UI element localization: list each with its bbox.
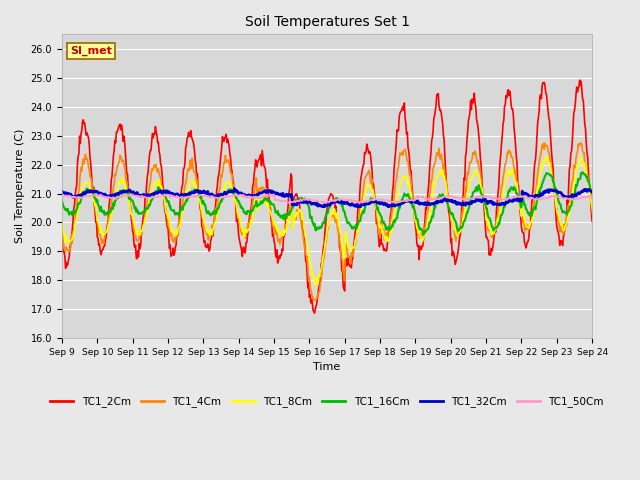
TC1_16Cm (423, 227, 431, 232)
Y-axis label: Soil Temperature (C): Soil Temperature (C) (15, 129, 25, 243)
Text: SI_met: SI_met (70, 46, 112, 56)
TC1_4Cm (197, 208, 205, 214)
TC1_4Cm (319, 257, 327, 263)
TC1_8Cm (588, 205, 596, 211)
TC1_8Cm (540, 159, 548, 165)
TC1_16Cm (175, 211, 182, 216)
TC1_32Cm (541, 188, 549, 194)
TC1_2Cm (423, 199, 431, 205)
TC1_50Cm (541, 195, 549, 201)
TC1_2Cm (58, 234, 66, 240)
TC1_2Cm (197, 207, 205, 213)
Legend: TC1_2Cm, TC1_4Cm, TC1_8Cm, TC1_16Cm, TC1_32Cm, TC1_50Cm: TC1_2Cm, TC1_4Cm, TC1_8Cm, TC1_16Cm, TC1… (46, 392, 608, 411)
TC1_50Cm (198, 192, 205, 198)
TC1_16Cm (319, 220, 326, 226)
TC1_16Cm (420, 232, 428, 238)
TC1_8Cm (175, 225, 182, 231)
TC1_16Cm (197, 193, 205, 199)
TC1_8Cm (197, 205, 205, 211)
Line: TC1_2Cm: TC1_2Cm (62, 80, 592, 313)
TC1_4Cm (577, 140, 584, 145)
TC1_32Cm (372, 199, 380, 204)
TC1_50Cm (58, 193, 66, 199)
TC1_2Cm (576, 77, 584, 83)
TC1_32Cm (230, 186, 238, 192)
TC1_2Cm (371, 195, 379, 201)
TC1_2Cm (319, 245, 327, 251)
TC1_4Cm (540, 146, 548, 152)
X-axis label: Time: Time (314, 362, 340, 372)
TC1_32Cm (197, 189, 205, 195)
TC1_50Cm (93, 191, 100, 197)
TC1_50Cm (588, 193, 596, 199)
TC1_8Cm (542, 153, 550, 158)
Title: Soil Temperatures Set 1: Soil Temperatures Set 1 (244, 15, 410, 29)
TC1_16Cm (588, 192, 596, 197)
TC1_8Cm (58, 220, 66, 226)
TC1_2Cm (588, 218, 596, 224)
Line: TC1_4Cm: TC1_4Cm (62, 143, 592, 300)
TC1_50Cm (319, 200, 327, 205)
TC1_2Cm (310, 311, 318, 316)
TC1_8Cm (371, 199, 379, 204)
TC1_4Cm (310, 297, 318, 303)
Line: TC1_32Cm: TC1_32Cm (62, 189, 592, 207)
Line: TC1_16Cm: TC1_16Cm (62, 172, 592, 235)
TC1_8Cm (423, 223, 431, 229)
TC1_16Cm (58, 198, 66, 204)
TC1_50Cm (424, 197, 432, 203)
TC1_4Cm (371, 199, 379, 205)
TC1_16Cm (540, 175, 548, 181)
TC1_2Cm (175, 227, 182, 232)
TC1_8Cm (319, 252, 327, 258)
TC1_32Cm (319, 204, 327, 209)
TC1_4Cm (58, 230, 66, 236)
TC1_50Cm (175, 195, 183, 201)
TC1_16Cm (371, 197, 378, 203)
TC1_16Cm (579, 169, 586, 175)
TC1_4Cm (175, 229, 182, 235)
TC1_32Cm (424, 200, 432, 206)
TC1_32Cm (588, 189, 596, 194)
TC1_4Cm (423, 209, 431, 215)
Line: TC1_8Cm: TC1_8Cm (62, 156, 592, 285)
TC1_32Cm (58, 188, 66, 194)
TC1_32Cm (175, 192, 182, 198)
TC1_32Cm (356, 204, 364, 210)
TC1_50Cm (372, 196, 380, 202)
Line: TC1_50Cm: TC1_50Cm (62, 194, 592, 203)
TC1_4Cm (588, 211, 596, 216)
TC1_2Cm (540, 80, 548, 85)
TC1_50Cm (356, 200, 364, 206)
TC1_8Cm (312, 282, 319, 288)
